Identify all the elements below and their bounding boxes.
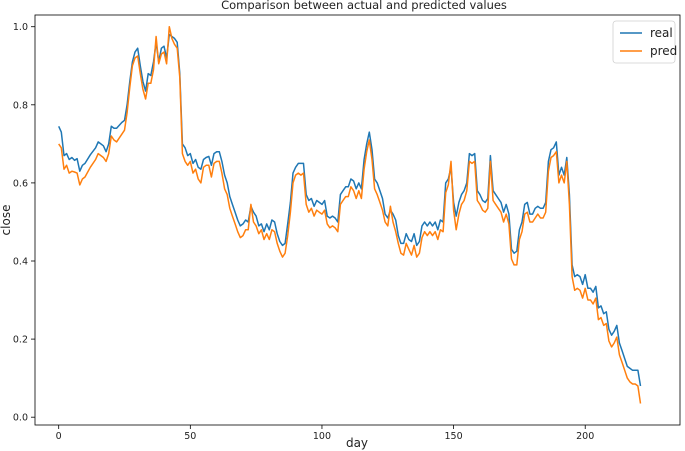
x-axis-title: day <box>346 436 368 450</box>
series-layer <box>58 25 642 404</box>
x-axis: 0 50 100 150 200 <box>56 425 594 442</box>
y-tick-label: 1.0 <box>13 22 28 33</box>
y-tick-label: 0.4 <box>13 257 28 268</box>
y-tick-label: 0.8 <box>13 100 28 111</box>
legend: real pred <box>612 20 677 64</box>
chart-title: Comparison between actual and predicted … <box>221 0 507 12</box>
legend-box <box>612 20 676 64</box>
series-line-real <box>58 33 642 387</box>
y-tick-label: 0.2 <box>13 335 28 346</box>
x-tick-label: 50 <box>184 431 196 442</box>
legend-label-pred: pred <box>650 44 677 58</box>
y-axis: 0.0 0.2 0.4 0.6 0.8 1.0 <box>13 22 35 424</box>
x-tick-label: 100 <box>313 431 331 442</box>
x-tick-label: 150 <box>445 431 463 442</box>
series-line-pred <box>58 25 642 404</box>
legend-label-real: real <box>650 26 673 40</box>
y-tick-label: 0.6 <box>13 178 28 189</box>
y-axis-title: close <box>0 205 13 236</box>
x-tick-label: 0 <box>56 431 62 442</box>
plot-frame <box>34 14 681 426</box>
x-tick-label: 200 <box>576 431 594 442</box>
y-tick-label: 0.0 <box>13 413 28 424</box>
